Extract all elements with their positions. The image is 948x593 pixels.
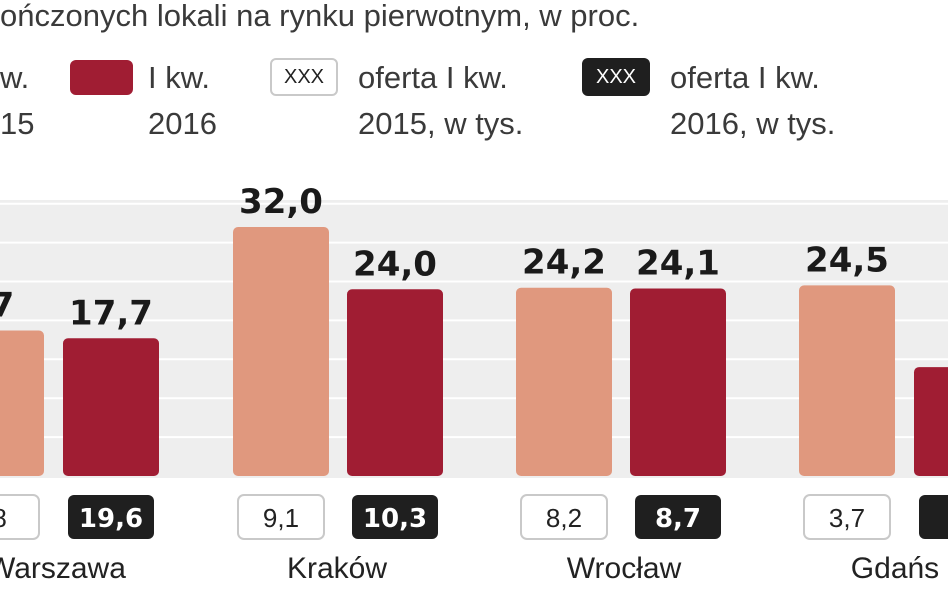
offer-2015-box xyxy=(803,494,891,540)
offer-2016-box xyxy=(352,495,438,539)
legend-2015-label: w. 15 xyxy=(0,60,35,141)
offer-2015-box xyxy=(237,494,325,540)
offer-2015-label: ,8 xyxy=(0,503,7,533)
legend-2016-label: I kw. 2016 xyxy=(148,60,217,141)
value-label-2015: ,7 xyxy=(0,286,14,326)
chart-title: ończonych lokali na rynku pierwotnym, w … xyxy=(0,0,640,33)
bar-2015 xyxy=(799,285,895,476)
value-label-2015: 32,0 xyxy=(239,182,323,222)
offer-2016-box xyxy=(68,495,154,539)
offer-2016-label: 19,6 xyxy=(79,504,143,534)
value-label-2015: 24,5 xyxy=(805,240,889,280)
offer-2015-label: 8,2 xyxy=(546,503,582,533)
value-label-2015: 24,2 xyxy=(522,243,606,283)
offer-2015-box xyxy=(520,494,608,540)
category-label: Gdańs xyxy=(850,552,940,585)
category-label: Warszawa xyxy=(0,552,126,585)
legend-2016-swatch xyxy=(70,60,133,95)
value-label-2016: 17,7 xyxy=(69,293,153,333)
category-label: Kraków xyxy=(286,552,388,585)
offer-2016-box xyxy=(635,495,721,539)
bar-2016 xyxy=(630,288,726,476)
legend-offer-2015-box: XXX xyxy=(270,58,338,96)
bar-2015 xyxy=(516,287,612,476)
bar-2015 xyxy=(0,330,44,476)
bar-2016 xyxy=(914,367,948,476)
bar-2015 xyxy=(233,227,329,476)
offer-2015-label: 9,1 xyxy=(263,503,299,533)
category-label: Wrocław xyxy=(566,552,682,585)
offer-2016-label: 10,3 xyxy=(363,504,427,534)
bar-2016 xyxy=(63,338,159,476)
offer-2015-label: 3,7 xyxy=(829,503,865,533)
legend-offer-2015-label: oferta I kw. 2015, w tys. xyxy=(358,60,524,141)
value-label-2016: 24,0 xyxy=(353,244,437,284)
value-label-2016: 24,1 xyxy=(636,244,720,284)
offer-2015-box xyxy=(0,494,40,540)
legend-offer-2016-label: oferta I kw. 2016, w tys. xyxy=(670,60,836,141)
offer-2016-box xyxy=(919,495,948,539)
offer-2016-label: 8,7 xyxy=(655,504,701,534)
legend-offer-2016-box: XXX xyxy=(582,58,650,96)
bar-2016 xyxy=(347,289,443,476)
